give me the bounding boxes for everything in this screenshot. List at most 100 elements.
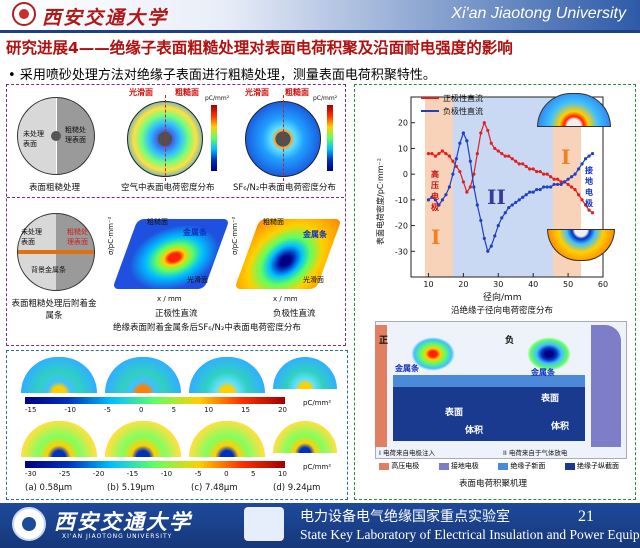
mech-surface-label-2: 表面 bbox=[541, 394, 560, 404]
data-point bbox=[458, 141, 462, 145]
data-point bbox=[433, 198, 438, 202]
data-point bbox=[556, 177, 560, 181]
row1-tick: -10 bbox=[64, 406, 76, 414]
row2-tick: 5 bbox=[251, 470, 256, 478]
data-point bbox=[447, 154, 451, 158]
semi-map-c2 bbox=[189, 421, 265, 457]
mech-field-neg bbox=[527, 337, 571, 371]
roughness-figure-panel: -15 -10 -5 0 5 10 15 20 pC/mm² -30 -25 -… bbox=[6, 350, 348, 500]
slide-bullet: • 采用喷砂处理方法对绝缘子表面进行粗糙处理，测量表面电荷积聚特性。 bbox=[8, 68, 436, 83]
data-point bbox=[531, 190, 535, 194]
data-point bbox=[538, 169, 542, 174]
region-I-right-label: I bbox=[561, 145, 571, 169]
data-point bbox=[465, 190, 469, 194]
neg-rough-label: 粗糙面 bbox=[263, 218, 284, 226]
data-point bbox=[433, 154, 438, 158]
data-point bbox=[569, 185, 574, 189]
legend-neg: 负极性直流 bbox=[443, 107, 483, 116]
data-point bbox=[521, 195, 525, 199]
data-point bbox=[440, 198, 445, 202]
pos-rough-label: 粗糙面 bbox=[147, 218, 168, 226]
mech-I-desc: I 电荷来自电极注入 bbox=[379, 449, 435, 457]
mech-pos-label: 正 bbox=[379, 336, 389, 346]
pos-metal-label: 金属条 bbox=[183, 228, 207, 237]
row1-colorbar bbox=[25, 397, 285, 404]
region-II-label: II bbox=[487, 185, 506, 209]
data-point bbox=[507, 205, 511, 210]
data-point bbox=[430, 195, 434, 199]
data-point bbox=[587, 154, 591, 158]
footer-bar bbox=[0, 503, 640, 548]
data-point bbox=[489, 141, 493, 145]
legend-item-new-surface: 绝缘子新面 bbox=[498, 461, 545, 471]
data-point bbox=[576, 193, 581, 197]
semi-map-c1 bbox=[189, 357, 265, 393]
data-point bbox=[559, 180, 563, 184]
caption-disk2: 表面粗糙处理后附着金属条 bbox=[11, 299, 97, 321]
data-point bbox=[503, 154, 507, 158]
mech-neg-label: 负 bbox=[505, 336, 515, 346]
data-point bbox=[580, 162, 584, 166]
subfig-c-label: (c) 7.48μm bbox=[191, 483, 238, 493]
semi-map-a2 bbox=[21, 421, 97, 457]
data-point bbox=[444, 193, 448, 197]
data-point bbox=[528, 190, 532, 194]
pos-smooth-label: 光滑面 bbox=[187, 276, 208, 284]
label-smooth-air: 光滑面 bbox=[129, 88, 153, 97]
data-point bbox=[528, 167, 532, 171]
sample-disk-metal bbox=[17, 213, 95, 291]
data-point bbox=[489, 244, 493, 248]
chart-xlabel: 径向/mm bbox=[483, 293, 522, 303]
x-tick-label: 30 bbox=[493, 280, 503, 289]
row2-tick: -15 bbox=[126, 470, 139, 478]
data-point bbox=[514, 159, 518, 163]
subfig-a-label: (a) 0.58μm bbox=[25, 483, 73, 493]
sf6-colorbar bbox=[327, 105, 333, 171]
y-tick-label: 20 bbox=[398, 119, 408, 128]
y-tick-label: -30 bbox=[395, 247, 408, 256]
data-point bbox=[486, 128, 490, 133]
semi-map-b2 bbox=[105, 421, 181, 457]
row1-tick: 0 bbox=[139, 406, 144, 414]
row2-tick: 10 bbox=[277, 470, 287, 478]
legend-neg-swatch bbox=[421, 110, 439, 112]
data-point bbox=[569, 175, 574, 179]
university-seal-icon bbox=[12, 2, 36, 26]
chart-ylabel: 表面电荷密度/pC·mm⁻² bbox=[376, 158, 385, 245]
x-tick-label: 40 bbox=[528, 280, 538, 289]
university-logo-text: 西安交通大学 bbox=[42, 7, 169, 29]
left-figure-panel: 未处理表面 粗糙处理表面 表面粗糙处理 光滑面 粗糙面 pC/mm² 空气中表面… bbox=[6, 84, 346, 346]
data-point bbox=[517, 162, 521, 166]
row2-tick: -30 bbox=[25, 470, 37, 478]
legend-pos: 正极性直流 bbox=[443, 94, 483, 103]
neg-xy-label: x / mm bbox=[273, 295, 298, 303]
legend-item-new-surface-text: 绝缘子新面 bbox=[510, 462, 546, 470]
data-point bbox=[583, 157, 588, 161]
row2-tick: -20 bbox=[92, 470, 105, 478]
header-divider bbox=[0, 30, 640, 33]
data-point bbox=[493, 234, 497, 238]
semi-map-a1 bbox=[21, 357, 97, 393]
data-point bbox=[461, 131, 465, 135]
caption-pos: 正极性直流 bbox=[155, 309, 198, 319]
hv-electrode-shape bbox=[375, 325, 387, 447]
row1-tick: -15 bbox=[25, 406, 37, 414]
row2-ticks: -30 -25 -20 -15 -10 -5 0 5 10 bbox=[25, 470, 287, 478]
data-point bbox=[535, 169, 539, 174]
data-point bbox=[552, 182, 556, 187]
mech-II-desc: II 电荷来自于气体放电 bbox=[503, 449, 568, 457]
data-point bbox=[493, 146, 497, 151]
row2-colorbar bbox=[25, 461, 285, 468]
data-point bbox=[451, 172, 455, 176]
data-point bbox=[444, 151, 448, 156]
disk2-metal-label: 背景金属条 bbox=[31, 266, 66, 274]
right-figure-panel: -30 -20 -10 0 10 20 10 20 30 40 50 60 正极性直流 负极性直流 … bbox=[354, 84, 636, 500]
y-axis-ticks: -30 -20 -10 0 10 20 bbox=[395, 119, 415, 256]
page-number: 21 bbox=[578, 508, 594, 525]
series-layer bbox=[426, 121, 595, 253]
data-point bbox=[503, 211, 507, 215]
data-point bbox=[482, 236, 486, 241]
disk-center-hole bbox=[51, 131, 61, 141]
data-point bbox=[468, 159, 472, 163]
row1-ticks: -15 -10 -5 0 5 10 15 20 bbox=[25, 406, 287, 414]
